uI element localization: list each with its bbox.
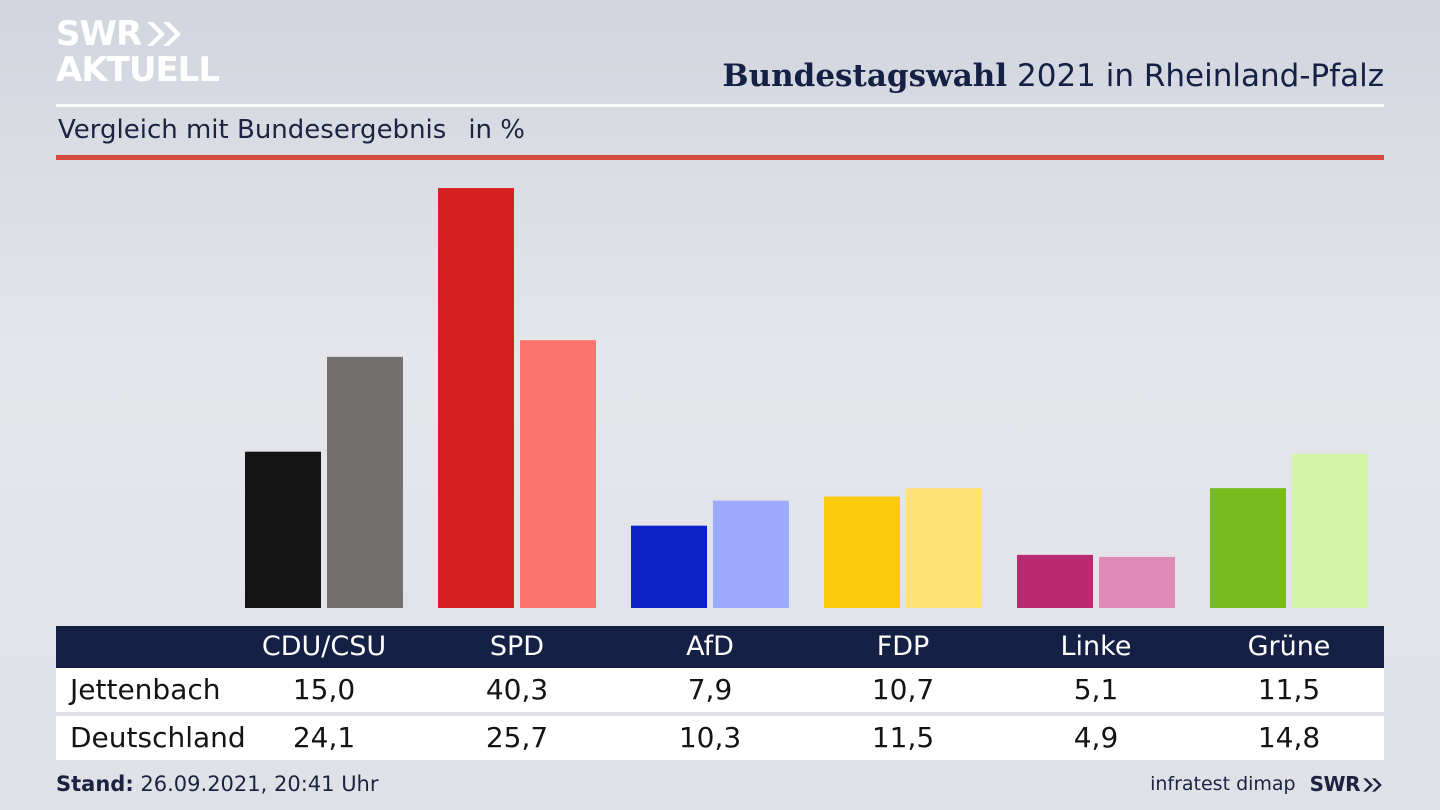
chart-subtitle: Vergleich mit Bundesergebnis in % [58, 115, 525, 145]
table-row-deutschland: Deutschland 24,1 25,7 10,3 11,5 4,9 14,8 [56, 716, 1384, 760]
swr-aktuell-logo: SWR AKTUELL [56, 14, 220, 90]
table-cell: 15,0 [292, 673, 356, 706]
table-cell: 25,7 [485, 721, 549, 754]
unit-label: in % [468, 115, 525, 145]
double-chevron-right-icon [1363, 778, 1382, 792]
bar-fdp-deutschland [906, 488, 982, 608]
table-cell: 4,9 [1073, 721, 1119, 754]
bar-spd-jettenbach [438, 188, 514, 608]
bar-cdu-csu-deutschland [327, 356, 403, 608]
page-title: Bundestagswahl 2021 in Rheinland-Pfalz [722, 58, 1384, 94]
table-header: CDU/CSU SPD AfD FDP Linke Grüne [56, 626, 1384, 668]
bar-spd-deutschland [520, 340, 596, 608]
table-cell: 11,5 [871, 721, 935, 754]
row-label: Jettenbach [70, 673, 221, 706]
table-cell: 5,1 [1073, 673, 1119, 706]
table-row-jettenbach: Jettenbach 15,0 40,3 7,9 10,7 5,1 11,5 [56, 668, 1384, 712]
bar-linke-deutschland [1099, 556, 1175, 608]
table-cell: 7,9 [687, 673, 733, 706]
results-table: CDU/CSU SPD AfD FDP Linke Grüne Jettenbach 15… [56, 626, 1384, 760]
double-chevron-right-icon [147, 22, 182, 46]
table-cell: 24,1 [292, 721, 356, 754]
header-divider [56, 104, 1384, 107]
bar-afd-deutschland [713, 500, 789, 608]
timestamp: Stand: 26.09.2021, 20:41 Uhr [56, 772, 379, 796]
footer-swr-logo: SWR [1310, 772, 1384, 796]
bar-linke-jettenbach [1017, 554, 1093, 608]
table-cell: 10,7 [871, 673, 935, 706]
bar-afd-jettenbach [631, 525, 707, 608]
bar-grüne-jettenbach [1210, 488, 1286, 608]
column-header-cdu-csu: CDU/CSU [261, 631, 387, 662]
logo-aktuell-text: AKTUELL [56, 50, 220, 90]
column-header-fdp: FDP [876, 631, 930, 662]
subtitle-text: Vergleich mit Bundesergebnis [58, 115, 447, 145]
source-text: infratest dimap [1150, 773, 1296, 795]
column-header-grüne: Grüne [1247, 631, 1331, 662]
stand-value: 26.09.2021, 20:41 Uhr [140, 772, 379, 796]
bar-grüne-deutschland [1292, 453, 1368, 608]
row-label: Deutschland [70, 721, 246, 754]
stand-label: Stand: [56, 772, 134, 796]
table-cell: 10,3 [678, 721, 742, 754]
bar-fdp-jettenbach [824, 496, 900, 608]
column-header-afd: AfD [686, 631, 734, 662]
bar-cdu-csu-jettenbach [245, 451, 321, 608]
accent-divider [56, 155, 1384, 160]
table-cell: 11,5 [1257, 673, 1321, 706]
table-cell: 40,3 [485, 673, 549, 706]
table-cell: 14,8 [1257, 721, 1321, 754]
bar-chart [245, 188, 1368, 608]
logo-swr-text: SWR [56, 14, 142, 54]
column-header-linke: Linke [1060, 631, 1132, 662]
column-header-spd: SPD [489, 631, 545, 662]
title-rest: 2021 in Rheinland-Pfalz [1017, 58, 1384, 94]
title-bold: Bundestagswahl [722, 58, 1008, 94]
source-credit: infratest dimap SWR [1150, 772, 1384, 796]
